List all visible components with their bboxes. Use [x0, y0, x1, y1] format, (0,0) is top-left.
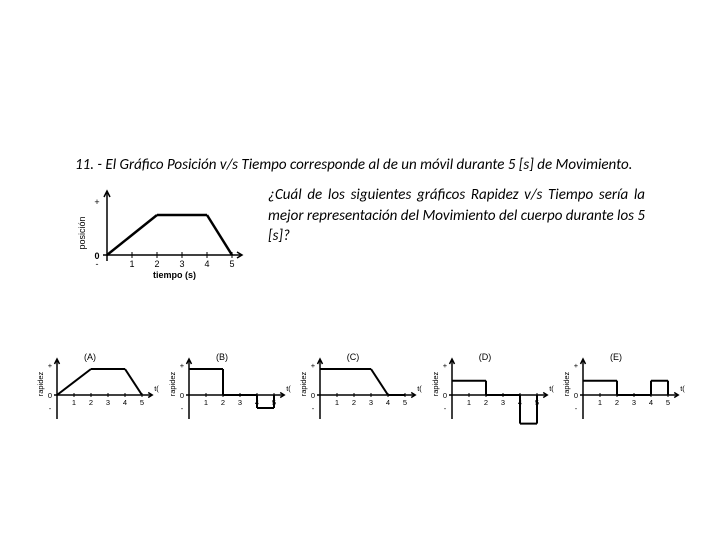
svg-text:posición: posición — [77, 217, 87, 250]
svg-text:2: 2 — [154, 259, 159, 269]
svg-text:1: 1 — [203, 398, 207, 407]
svg-text:3: 3 — [179, 259, 184, 269]
problem-question: ¿Cuál de los siguientes gráficos Rapidez… — [268, 185, 645, 246]
svg-text:(A): (A) — [84, 352, 96, 362]
svg-text:5: 5 — [140, 398, 144, 407]
svg-text:1: 1 — [466, 398, 470, 407]
svg-text:+: + — [574, 361, 579, 370]
svg-text:3: 3 — [632, 398, 636, 407]
svg-text:0: 0 — [179, 391, 183, 400]
svg-text:5: 5 — [403, 398, 407, 407]
svg-text:t(s): t(s) — [154, 384, 159, 393]
option-e-chart: (E) rapidez0 + - t(s) 1 2 3 4 5 — [561, 350, 685, 432]
svg-text:-: - — [312, 404, 315, 413]
svg-text:4: 4 — [649, 398, 653, 407]
svg-text:-: - — [96, 259, 99, 269]
svg-text:1: 1 — [598, 398, 602, 407]
svg-text:3: 3 — [237, 398, 241, 407]
row-chart-question: posición0+-12345tiempo (s) ¿Cuál de los … — [75, 185, 645, 280]
svg-text:t(s): t(s) — [417, 384, 422, 393]
svg-text:3: 3 — [500, 398, 504, 407]
svg-text:-: - — [49, 404, 52, 413]
option-b-chart: (B)rapidez0+-t(s)12345 — [167, 350, 291, 432]
svg-text:(B): (B) — [216, 352, 228, 362]
svg-text:2: 2 — [483, 398, 487, 407]
svg-text:4: 4 — [204, 259, 209, 269]
svg-text:4: 4 — [386, 398, 390, 407]
svg-text:+: + — [94, 197, 99, 207]
option-c-chart: (C) rapidez0 + - t(s) 1 2 3 4 5 — [298, 350, 422, 432]
svg-text:+: + — [179, 361, 184, 370]
svg-text:-: - — [575, 404, 578, 413]
svg-text:2: 2 — [352, 398, 356, 407]
svg-text:(D): (D) — [478, 352, 491, 362]
problem-prompt: 11. - El Gráfico Posición v/s Tiempo cor… — [75, 155, 645, 175]
svg-text:rapidez: rapidez — [36, 371, 45, 396]
svg-text:rapidez: rapidez — [299, 371, 308, 396]
svg-text:+: + — [442, 361, 447, 370]
svg-text:1: 1 — [72, 398, 76, 407]
svg-text:-: - — [443, 404, 446, 413]
svg-text:+: + — [311, 361, 316, 370]
svg-text:2: 2 — [220, 398, 224, 407]
problem-block: 11. - El Gráfico Posición v/s Tiempo cor… — [75, 155, 645, 280]
svg-text:2: 2 — [615, 398, 619, 407]
svg-text:2: 2 — [89, 398, 93, 407]
svg-text:t(s): t(s) — [549, 384, 554, 393]
main-position-chart: posición0+-12345tiempo (s) — [75, 185, 250, 280]
svg-text:rapidez: rapidez — [168, 371, 177, 396]
svg-text:rapidez: rapidez — [431, 371, 440, 396]
svg-text:1: 1 — [335, 398, 339, 407]
svg-text:0: 0 — [311, 391, 315, 400]
svg-text:(E): (E) — [610, 352, 622, 362]
option-d-chart: (D)rapidez0+-t(s)12345 — [430, 350, 554, 432]
svg-text:t(s): t(s) — [286, 384, 291, 393]
svg-text:1: 1 — [129, 259, 134, 269]
svg-text:rapidez: rapidez — [562, 371, 571, 396]
svg-text:t(s): t(s) — [680, 384, 685, 393]
svg-text:4: 4 — [123, 398, 127, 407]
svg-text:-: - — [180, 404, 183, 413]
svg-text:+: + — [48, 361, 53, 370]
svg-text:3: 3 — [106, 398, 110, 407]
svg-text:3: 3 — [369, 398, 373, 407]
svg-text:0: 0 — [442, 391, 446, 400]
svg-text:0: 0 — [48, 391, 52, 400]
svg-text:5: 5 — [229, 259, 234, 269]
option-a-chart: (A) rapidez0 + - t(s) 1 2 3 4 5 — [35, 350, 159, 432]
options-row: (A)rapidez0+-t(s)12345 (B)rapidez0+-t(s)… — [35, 350, 685, 432]
svg-text:0: 0 — [574, 391, 578, 400]
svg-text:tiempo (s): tiempo (s) — [153, 270, 196, 280]
svg-text:(C): (C) — [347, 352, 360, 362]
svg-text:5: 5 — [666, 398, 670, 407]
